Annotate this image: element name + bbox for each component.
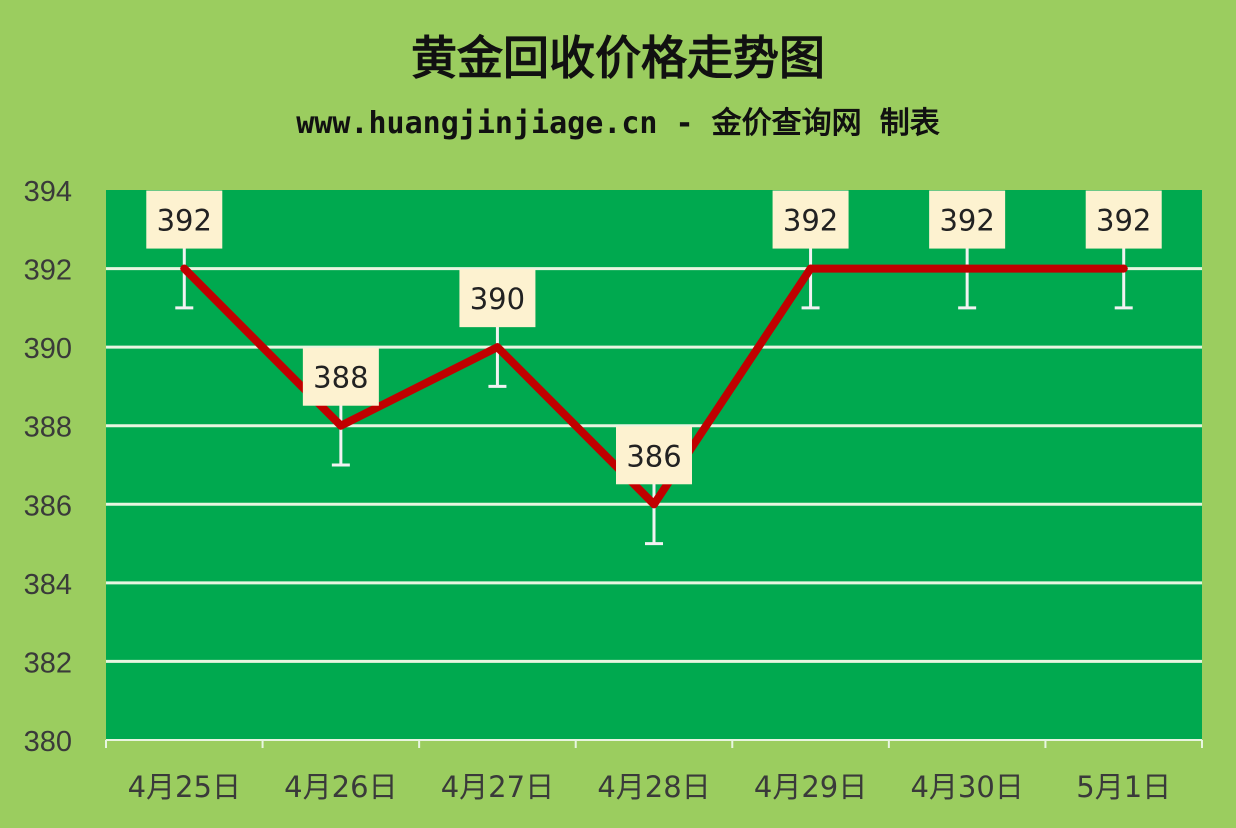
- data-label-box: [146, 190, 223, 249]
- chart-title: 黄金回收价格走势图: [411, 31, 825, 85]
- x-tick-label: 4月30日: [910, 770, 1023, 804]
- data-label-box: [772, 190, 849, 249]
- y-tick-label: 390: [24, 333, 72, 365]
- data-label-box: [459, 269, 536, 328]
- x-tick-label: 5月1日: [1076, 770, 1171, 804]
- y-tick-label: 386: [24, 490, 72, 522]
- data-label-box: [1085, 190, 1162, 249]
- data-label: 392: [783, 204, 838, 238]
- y-tick-label: 382: [24, 647, 72, 679]
- y-tick-label: 380: [24, 726, 72, 758]
- x-tick-label: 4月25日: [128, 770, 241, 804]
- data-label: 386: [626, 439, 681, 473]
- data-label: 388: [313, 361, 368, 395]
- x-tick-label: 4月29日: [754, 770, 867, 804]
- data-label: 390: [470, 282, 525, 316]
- data-label-box: [929, 190, 1006, 249]
- data-point: [806, 264, 815, 273]
- x-tick-label: 4月27日: [441, 770, 554, 804]
- chart-subtitle: www.huangjinjiage.cn - 金价查询网 制表: [296, 106, 940, 141]
- y-tick-label: 394: [24, 176, 72, 208]
- y-tick-label: 388: [24, 412, 72, 444]
- data-label-box: [616, 426, 692, 485]
- data-label: 392: [939, 204, 994, 238]
- x-tick-label: 4月28日: [597, 770, 710, 804]
- data-point: [1119, 264, 1128, 273]
- data-point: [493, 343, 502, 352]
- data-label: 392: [1096, 204, 1151, 238]
- data-point: [180, 264, 189, 273]
- data-point: [650, 500, 658, 509]
- data-label: 392: [157, 204, 212, 238]
- x-tick-label: 4月26日: [284, 770, 397, 804]
- y-tick-label: 384: [24, 569, 72, 601]
- data-point: [336, 421, 345, 430]
- y-tick-label: 392: [24, 255, 72, 287]
- data-point: [963, 264, 972, 273]
- data-label-box: [302, 347, 379, 406]
